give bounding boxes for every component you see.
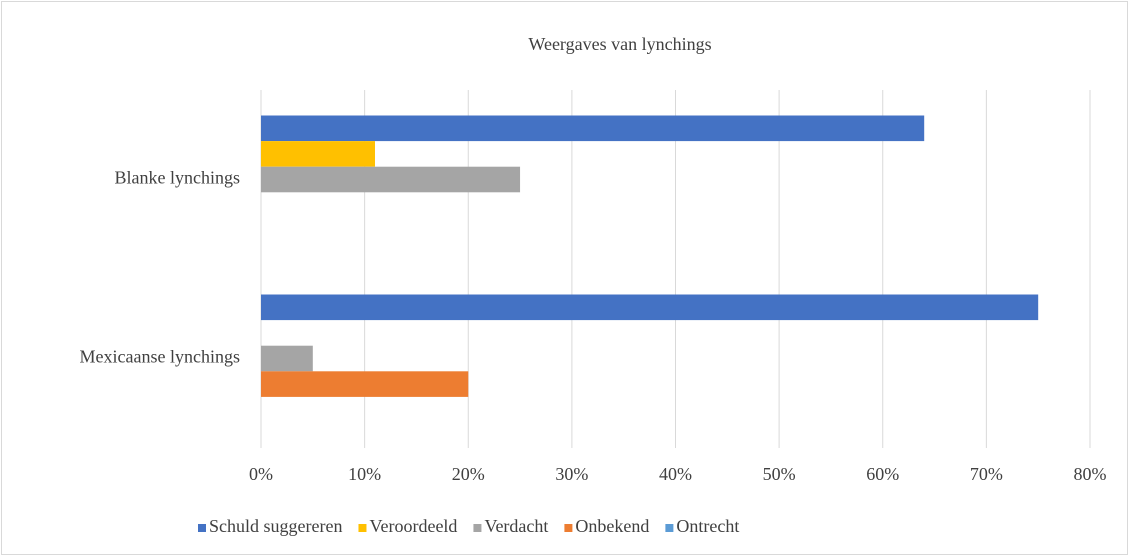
legend-label: Onbekend [575, 516, 649, 536]
bar [261, 371, 469, 397]
bar [261, 166, 521, 193]
chart-title: Weergaves van lynchings [528, 34, 711, 54]
x-tick-label: 30% [555, 464, 588, 484]
legend-swatch [473, 524, 482, 532]
bar [261, 294, 1039, 321]
legend-label: Ontrecht [676, 516, 739, 536]
legend-swatch [198, 524, 206, 532]
x-tick-label: 40% [659, 464, 692, 484]
bar [261, 115, 925, 142]
legend-label: Verdacht [484, 516, 548, 536]
x-tick-label: 0% [249, 464, 273, 484]
y-tick-label: Mexicaanse lynchings [80, 347, 240, 367]
x-tick-label: 80% [1074, 464, 1107, 484]
x-tick-label: 60% [866, 464, 899, 484]
bar [261, 141, 375, 167]
x-tick-label: 10% [348, 464, 381, 484]
legend-swatch [665, 524, 674, 532]
legend-swatch [358, 524, 367, 532]
y-tick-label: Blanke lynchings [115, 168, 240, 188]
x-tick-label: 50% [763, 464, 796, 484]
legend-swatch [564, 524, 573, 532]
x-tick-label: 70% [970, 464, 1003, 484]
legend-label: Schuld suggereren [209, 516, 342, 536]
bar [261, 345, 313, 372]
legend-label: Veroordeeld [369, 516, 457, 536]
x-tick-label: 20% [452, 464, 485, 484]
